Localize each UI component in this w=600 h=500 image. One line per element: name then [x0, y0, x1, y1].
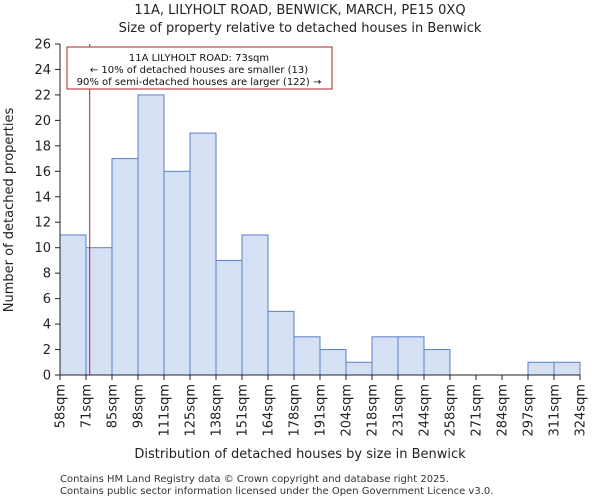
bar-125sqm — [189, 132, 217, 376]
x-tick-label: 71sqm — [80, 384, 95, 428]
x-tick-label: 297sqm — [522, 384, 537, 437]
annotation-border — [66, 46, 333, 90]
x-tick-label: 244sqm — [418, 384, 433, 437]
x-tick-label: 204sqm — [340, 384, 355, 437]
x-tick-label: 191sqm — [314, 384, 329, 437]
y-tick-label: 4 — [43, 318, 51, 333]
y-tick-label: 0 — [43, 369, 51, 384]
x-tick-label: 324sqm — [574, 384, 589, 437]
x-tick-label: 271sqm — [470, 384, 485, 437]
y-tick-label: 16 — [34, 165, 51, 180]
y-tick-label: 14 — [34, 190, 51, 205]
y-tick-label: 2 — [43, 343, 51, 358]
x-tick-label: 284sqm — [496, 384, 511, 437]
x-tick-label: 218sqm — [366, 384, 381, 437]
bar-111sqm — [163, 170, 191, 376]
bar-218sqm — [371, 336, 399, 376]
footer-line-1: Contains HM Land Registry data © Crown c… — [60, 474, 449, 485]
bar-311sqm — [553, 361, 581, 376]
annotation-box: 11A LILYHOLT ROAD: 73sqm ← 10% of detach… — [66, 46, 333, 90]
y-tick-label: 8 — [43, 267, 51, 282]
x-tick-label: 85sqm — [106, 384, 121, 428]
x-tick-label: 58sqm — [54, 384, 69, 428]
bar-244sqm — [423, 349, 451, 376]
bar-58sqm — [59, 234, 87, 376]
y-tick-label: 18 — [34, 139, 51, 154]
bars-group — [59, 94, 581, 376]
annotation-line-3: 90% of semi-detached houses are larger (… — [77, 77, 322, 88]
x-tick-label: 111sqm — [158, 384, 173, 437]
bar-297sqm — [527, 361, 555, 376]
bar-204sqm — [345, 361, 373, 376]
chart-title-line-2: Size of property relative to detached ho… — [119, 21, 482, 36]
annotation-line-1: 11A LILYHOLT ROAD: 73sqm — [129, 53, 269, 64]
x-axis-title: Distribution of detached houses by size … — [134, 447, 466, 462]
x-tick-label: 231sqm — [392, 384, 407, 437]
x-tick-label: 258sqm — [444, 384, 459, 437]
y-tick-label: 10 — [34, 241, 51, 256]
y-axis-title: Number of detached properties — [2, 108, 17, 313]
x-tick-label: 164sqm — [262, 384, 277, 437]
x-tick-label: 311sqm — [548, 384, 563, 437]
x-tick-label: 98sqm — [132, 384, 147, 428]
bar-98sqm — [137, 94, 165, 376]
bar-71sqm — [85, 247, 113, 376]
bar-164sqm — [267, 310, 295, 376]
y-tick-label: 26 — [34, 38, 51, 53]
bar-178sqm — [293, 336, 321, 376]
bar-191sqm — [319, 349, 347, 376]
annotation-line-2: ← 10% of detached houses are smaller (13… — [90, 65, 308, 76]
y-tick-label: 12 — [34, 216, 51, 231]
y-tick-label: 20 — [34, 114, 51, 129]
bar-138sqm — [215, 259, 243, 376]
chart-title-line-1: 11A, LILYHOLT ROAD, BENWICK, MARCH, PE15… — [134, 3, 465, 18]
x-tick-label: 151sqm — [236, 384, 251, 437]
y-tick-label: 6 — [43, 292, 51, 307]
y-tick-label: 24 — [34, 63, 51, 78]
x-axis-ticks: 58sqm 71sqm 85sqm 98sqm 111sqm 125sqm 138sqm 15… — [54, 375, 589, 437]
bar-151sqm — [241, 234, 269, 376]
x-tick-label: 178sqm — [288, 384, 303, 437]
x-tick-label: 125sqm — [184, 384, 199, 437]
footer-line-2: Contains public sector information licen… — [60, 486, 493, 497]
bar-85sqm — [111, 158, 139, 376]
y-tick-label: 22 — [34, 88, 51, 103]
x-tick-label: 138sqm — [210, 384, 225, 437]
bar-231sqm — [397, 336, 425, 376]
